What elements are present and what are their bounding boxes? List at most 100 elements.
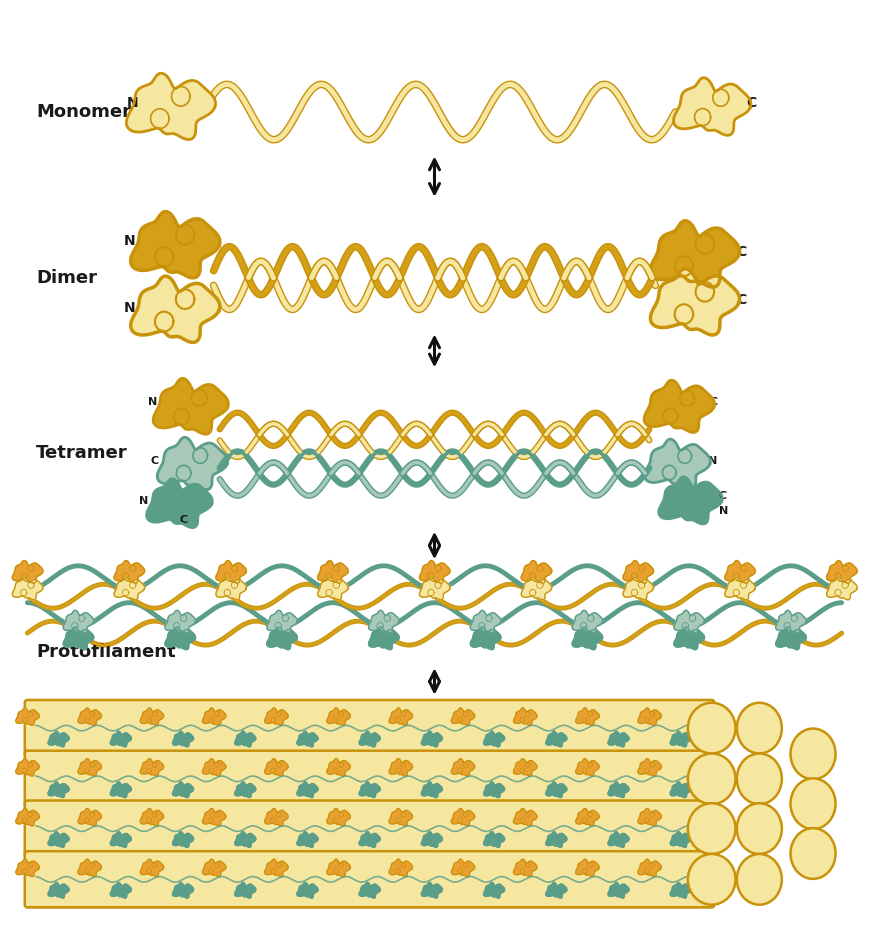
Polygon shape bbox=[421, 882, 442, 898]
FancyBboxPatch shape bbox=[25, 700, 714, 757]
Polygon shape bbox=[216, 561, 247, 583]
Polygon shape bbox=[235, 882, 255, 898]
Polygon shape bbox=[725, 561, 755, 583]
Text: N: N bbox=[708, 456, 718, 465]
Polygon shape bbox=[576, 808, 599, 826]
Polygon shape bbox=[546, 782, 567, 797]
Polygon shape bbox=[470, 610, 501, 633]
Polygon shape bbox=[202, 708, 226, 725]
Polygon shape bbox=[130, 277, 220, 342]
Polygon shape bbox=[157, 438, 228, 489]
Ellipse shape bbox=[688, 854, 735, 905]
Polygon shape bbox=[173, 832, 194, 847]
Polygon shape bbox=[202, 758, 226, 776]
Polygon shape bbox=[140, 808, 163, 826]
Polygon shape bbox=[420, 561, 450, 583]
Text: Filament: Filament bbox=[36, 869, 125, 886]
Polygon shape bbox=[572, 627, 602, 649]
Polygon shape bbox=[644, 380, 714, 433]
Polygon shape bbox=[165, 627, 196, 649]
Polygon shape bbox=[78, 758, 102, 776]
Polygon shape bbox=[483, 782, 505, 797]
Polygon shape bbox=[483, 882, 505, 898]
Polygon shape bbox=[623, 561, 653, 583]
Polygon shape bbox=[359, 882, 381, 898]
Polygon shape bbox=[421, 832, 442, 847]
Text: C: C bbox=[151, 456, 159, 465]
Polygon shape bbox=[173, 731, 194, 746]
FancyBboxPatch shape bbox=[25, 800, 714, 857]
Polygon shape bbox=[63, 610, 94, 633]
Polygon shape bbox=[78, 708, 102, 725]
Polygon shape bbox=[48, 882, 70, 898]
Polygon shape bbox=[147, 479, 212, 527]
FancyBboxPatch shape bbox=[25, 751, 714, 807]
Polygon shape bbox=[202, 859, 226, 877]
Polygon shape bbox=[421, 731, 442, 746]
Polygon shape bbox=[110, 782, 131, 797]
Polygon shape bbox=[546, 731, 567, 746]
Polygon shape bbox=[327, 708, 350, 725]
Text: Dimer: Dimer bbox=[36, 269, 97, 287]
Polygon shape bbox=[265, 708, 289, 725]
Polygon shape bbox=[483, 832, 505, 847]
Polygon shape bbox=[674, 627, 705, 649]
Text: Tetramer: Tetramer bbox=[36, 444, 128, 462]
Polygon shape bbox=[78, 808, 102, 826]
Polygon shape bbox=[670, 731, 692, 746]
Polygon shape bbox=[359, 731, 381, 746]
Polygon shape bbox=[389, 808, 413, 826]
Polygon shape bbox=[389, 758, 413, 776]
Polygon shape bbox=[670, 782, 692, 797]
Polygon shape bbox=[451, 808, 474, 826]
Polygon shape bbox=[368, 627, 399, 649]
Text: N: N bbox=[719, 506, 728, 516]
Polygon shape bbox=[359, 782, 381, 797]
Polygon shape bbox=[389, 708, 413, 725]
Polygon shape bbox=[638, 708, 661, 725]
Polygon shape bbox=[608, 882, 629, 898]
Text: Monomer: Monomer bbox=[36, 103, 131, 121]
Polygon shape bbox=[576, 859, 599, 877]
Polygon shape bbox=[700, 758, 724, 776]
Polygon shape bbox=[297, 731, 318, 746]
Polygon shape bbox=[576, 758, 599, 776]
Polygon shape bbox=[48, 731, 70, 746]
Text: N: N bbox=[124, 301, 136, 314]
Polygon shape bbox=[700, 708, 724, 725]
Polygon shape bbox=[572, 610, 602, 633]
Polygon shape bbox=[140, 758, 163, 776]
Polygon shape bbox=[153, 378, 229, 434]
Polygon shape bbox=[16, 708, 39, 725]
Polygon shape bbox=[514, 758, 537, 776]
Polygon shape bbox=[623, 577, 653, 599]
Polygon shape bbox=[110, 882, 131, 898]
Ellipse shape bbox=[737, 754, 782, 804]
Polygon shape bbox=[265, 758, 289, 776]
Polygon shape bbox=[645, 439, 710, 488]
Polygon shape bbox=[608, 782, 629, 797]
Text: N: N bbox=[124, 234, 136, 248]
Polygon shape bbox=[318, 577, 348, 599]
Polygon shape bbox=[521, 561, 552, 583]
Polygon shape bbox=[826, 561, 857, 583]
Ellipse shape bbox=[737, 854, 782, 905]
Polygon shape bbox=[700, 859, 724, 877]
Polygon shape bbox=[776, 627, 806, 649]
Text: C: C bbox=[736, 293, 746, 307]
Polygon shape bbox=[451, 758, 474, 776]
Ellipse shape bbox=[791, 828, 836, 879]
Text: C: C bbox=[710, 397, 718, 407]
Polygon shape bbox=[140, 708, 163, 725]
Polygon shape bbox=[265, 859, 289, 877]
Polygon shape bbox=[514, 859, 537, 877]
Polygon shape bbox=[470, 627, 501, 649]
Polygon shape bbox=[297, 832, 318, 847]
Text: C: C bbox=[746, 96, 757, 110]
Polygon shape bbox=[514, 708, 537, 725]
Polygon shape bbox=[235, 832, 255, 847]
Polygon shape bbox=[130, 212, 220, 278]
Ellipse shape bbox=[737, 703, 782, 754]
Polygon shape bbox=[202, 808, 226, 826]
Text: Protofilament: Protofilament bbox=[36, 643, 176, 660]
